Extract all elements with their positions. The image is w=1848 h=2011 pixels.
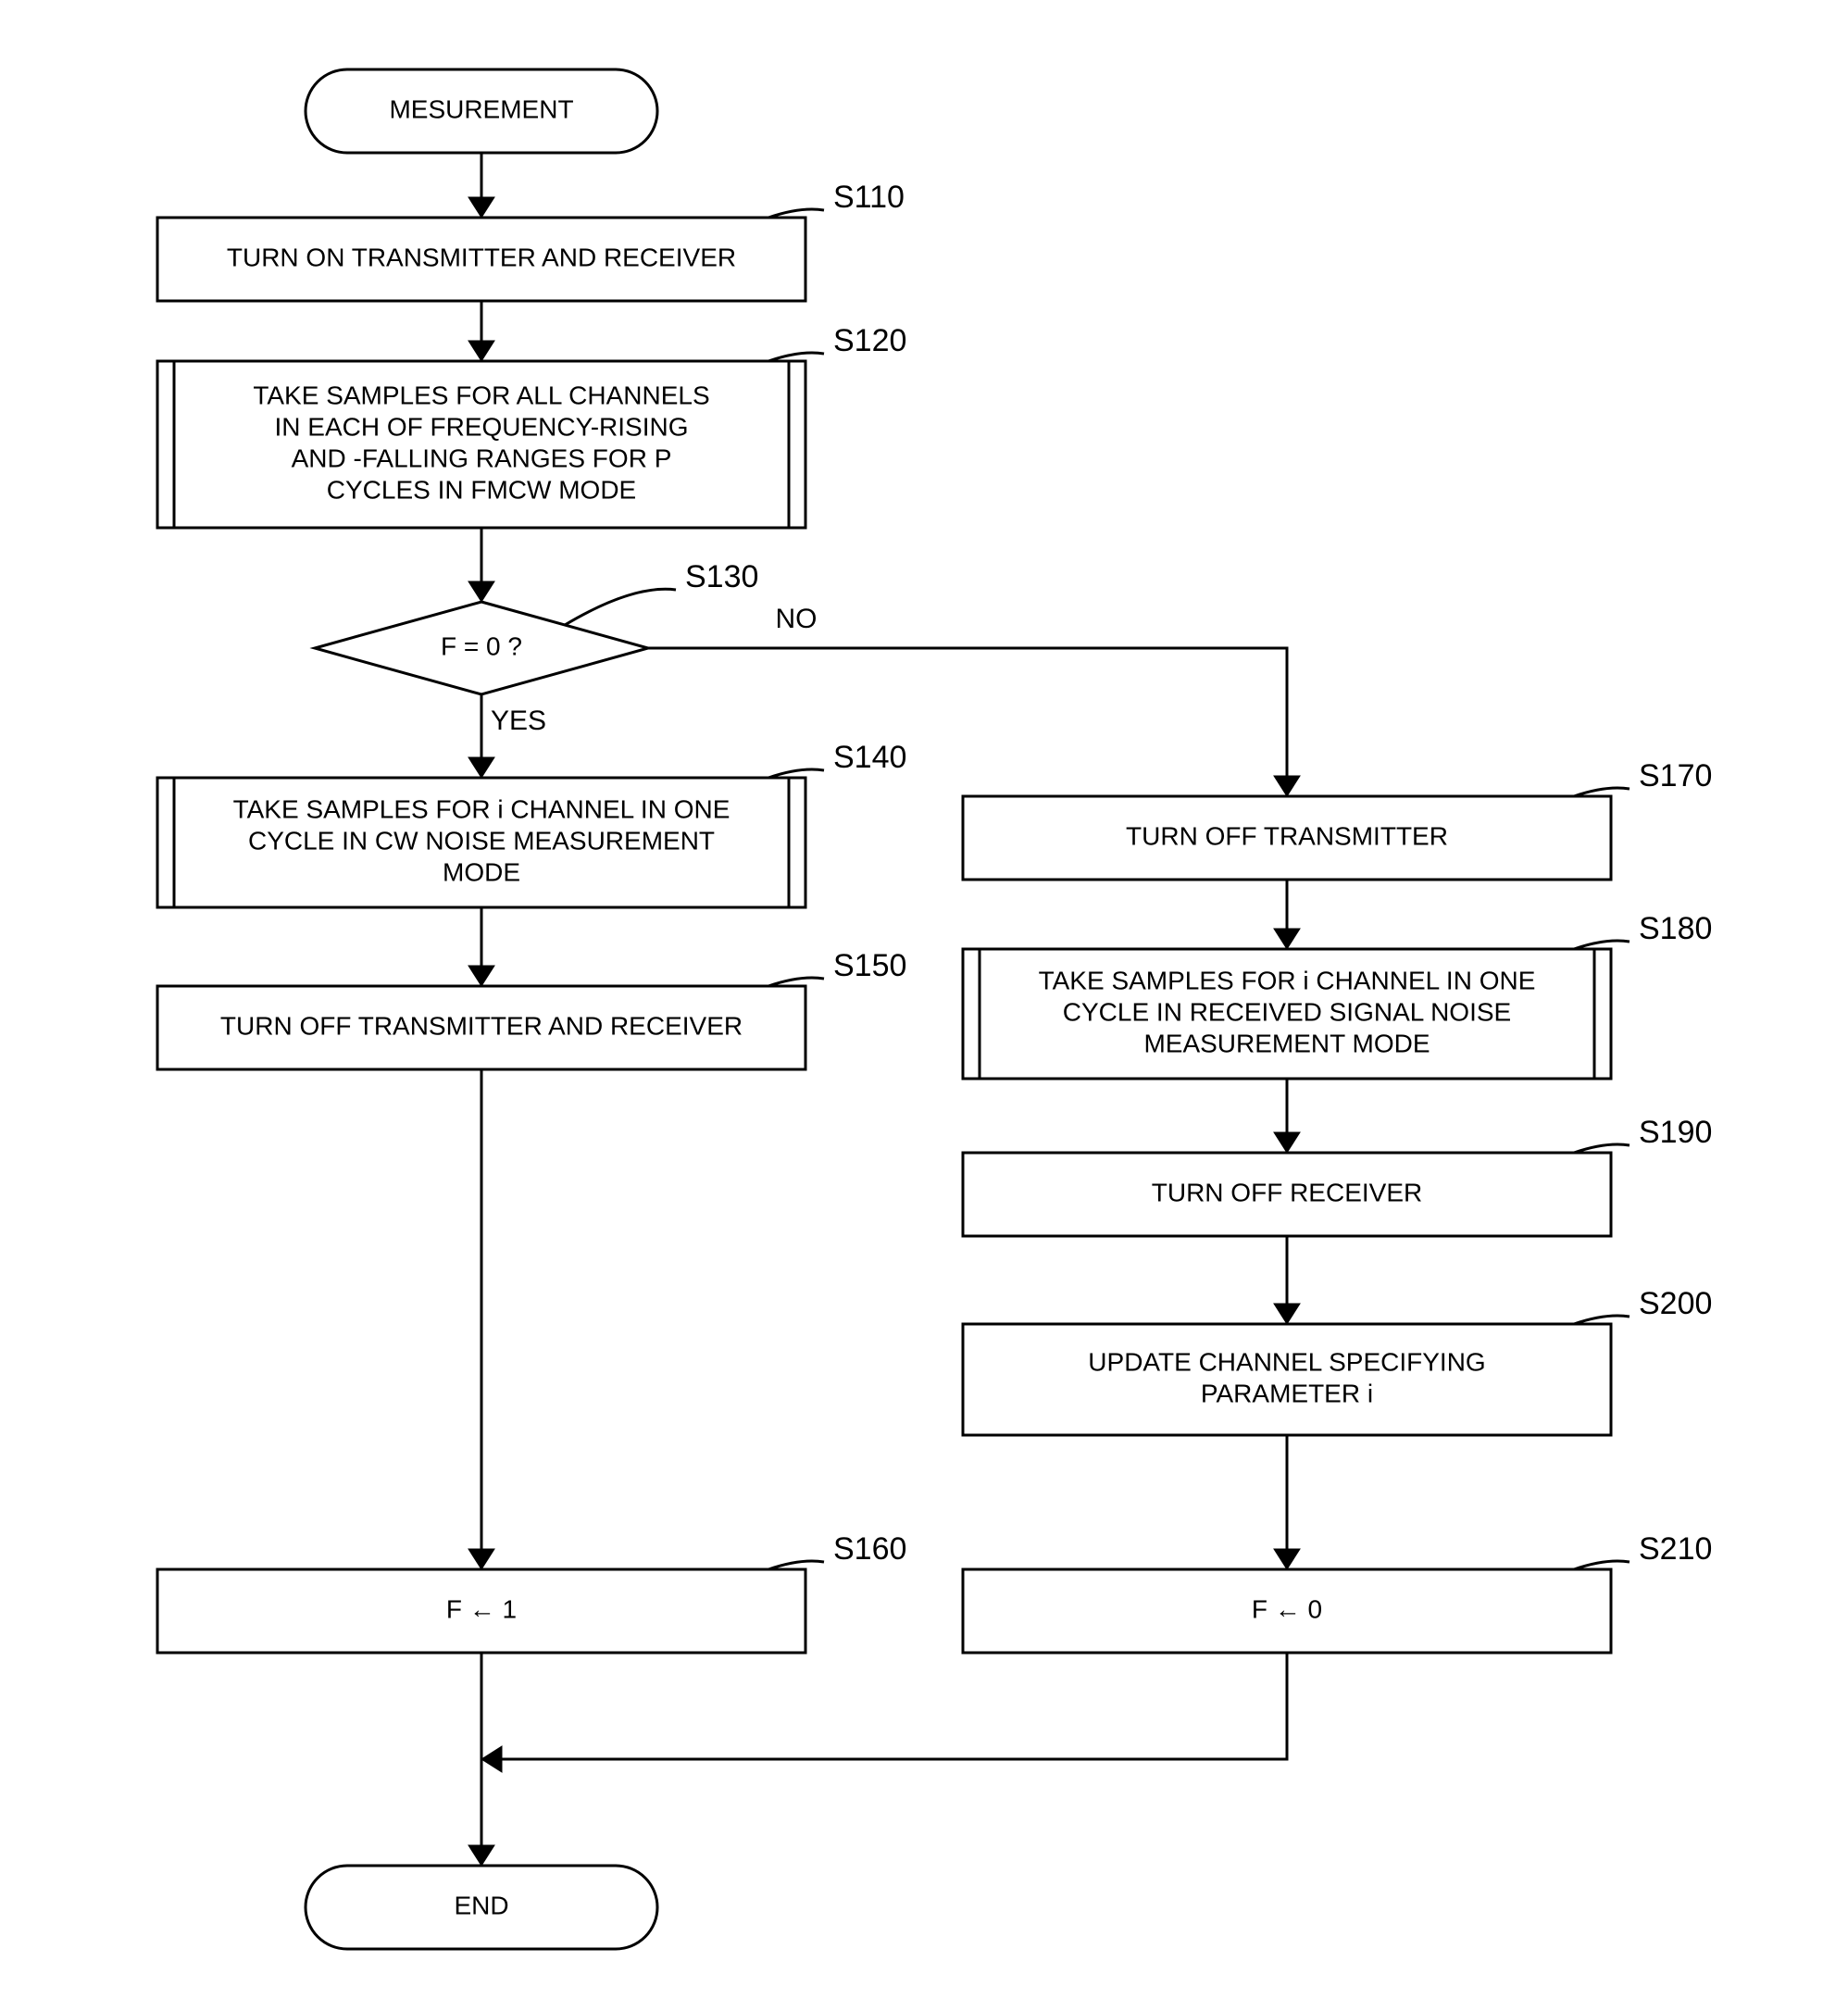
svg-text:S120: S120: [833, 323, 906, 358]
svg-text:CYCLE IN CW NOISE MEASUREMENT: CYCLE IN CW NOISE MEASUREMENT: [248, 826, 715, 855]
svg-text:S140: S140: [833, 740, 906, 775]
svg-text:TAKE SAMPLES FOR ALL CHANNELS: TAKE SAMPLES FOR ALL CHANNELS: [253, 381, 709, 409]
svg-text:MEASUREMENT MODE: MEASUREMENT MODE: [1143, 1029, 1430, 1057]
svg-text:F ← 0: F ← 0: [1252, 1594, 1322, 1623]
svg-text:F ← 1: F ← 1: [446, 1594, 517, 1623]
svg-text:S170: S170: [1639, 758, 1712, 793]
svg-text:MODE: MODE: [443, 857, 520, 886]
svg-text:TURN ON TRANSMITTER AND RECEIV: TURN ON TRANSMITTER AND RECEIVER: [227, 243, 736, 271]
svg-text:AND -FALLING RANGES FOR P: AND -FALLING RANGES FOR P: [292, 443, 672, 472]
svg-text:S180: S180: [1639, 911, 1712, 946]
svg-text:S130: S130: [685, 559, 758, 594]
svg-text:F = 0 ?: F = 0 ?: [441, 631, 522, 660]
svg-text:S150: S150: [833, 948, 906, 983]
svg-text:S110: S110: [833, 180, 905, 215]
svg-text:MESUREMENT: MESUREMENT: [389, 94, 573, 123]
svg-text:CYCLE IN RECEIVED SIGNAL NOISE: CYCLE IN RECEIVED SIGNAL NOISE: [1063, 997, 1511, 1026]
svg-text:S190: S190: [1639, 1115, 1712, 1150]
svg-text:CYCLES IN FMCW MODE: CYCLES IN FMCW MODE: [327, 475, 636, 504]
svg-text:PARAMETER i: PARAMETER i: [1201, 1379, 1373, 1407]
svg-text:TURN OFF RECEIVER: TURN OFF RECEIVER: [1152, 1178, 1422, 1206]
svg-text:TAKE SAMPLES FOR i CHANNEL IN: TAKE SAMPLES FOR i CHANNEL IN ONE: [233, 794, 730, 823]
svg-text:TAKE SAMPLES FOR i CHANNEL IN: TAKE SAMPLES FOR i CHANNEL IN ONE: [1039, 966, 1536, 994]
svg-text:TURN OFF TRANSMITTER AND RECEI: TURN OFF TRANSMITTER AND RECEIVER: [220, 1011, 743, 1040]
svg-text:END: END: [454, 1891, 508, 1919]
svg-text:UPDATE CHANNEL SPECIFYING: UPDATE CHANNEL SPECIFYING: [1088, 1347, 1485, 1376]
svg-text:IN EACH OF FREQUENCY-RISING: IN EACH OF FREQUENCY-RISING: [274, 412, 688, 441]
svg-text:S210: S210: [1639, 1531, 1712, 1567]
svg-text:NO: NO: [776, 604, 818, 634]
svg-text:S160: S160: [833, 1531, 906, 1567]
svg-text:S200: S200: [1639, 1286, 1712, 1321]
svg-text:YES: YES: [491, 706, 546, 736]
svg-text:TURN OFF TRANSMITTER: TURN OFF TRANSMITTER: [1126, 821, 1448, 850]
